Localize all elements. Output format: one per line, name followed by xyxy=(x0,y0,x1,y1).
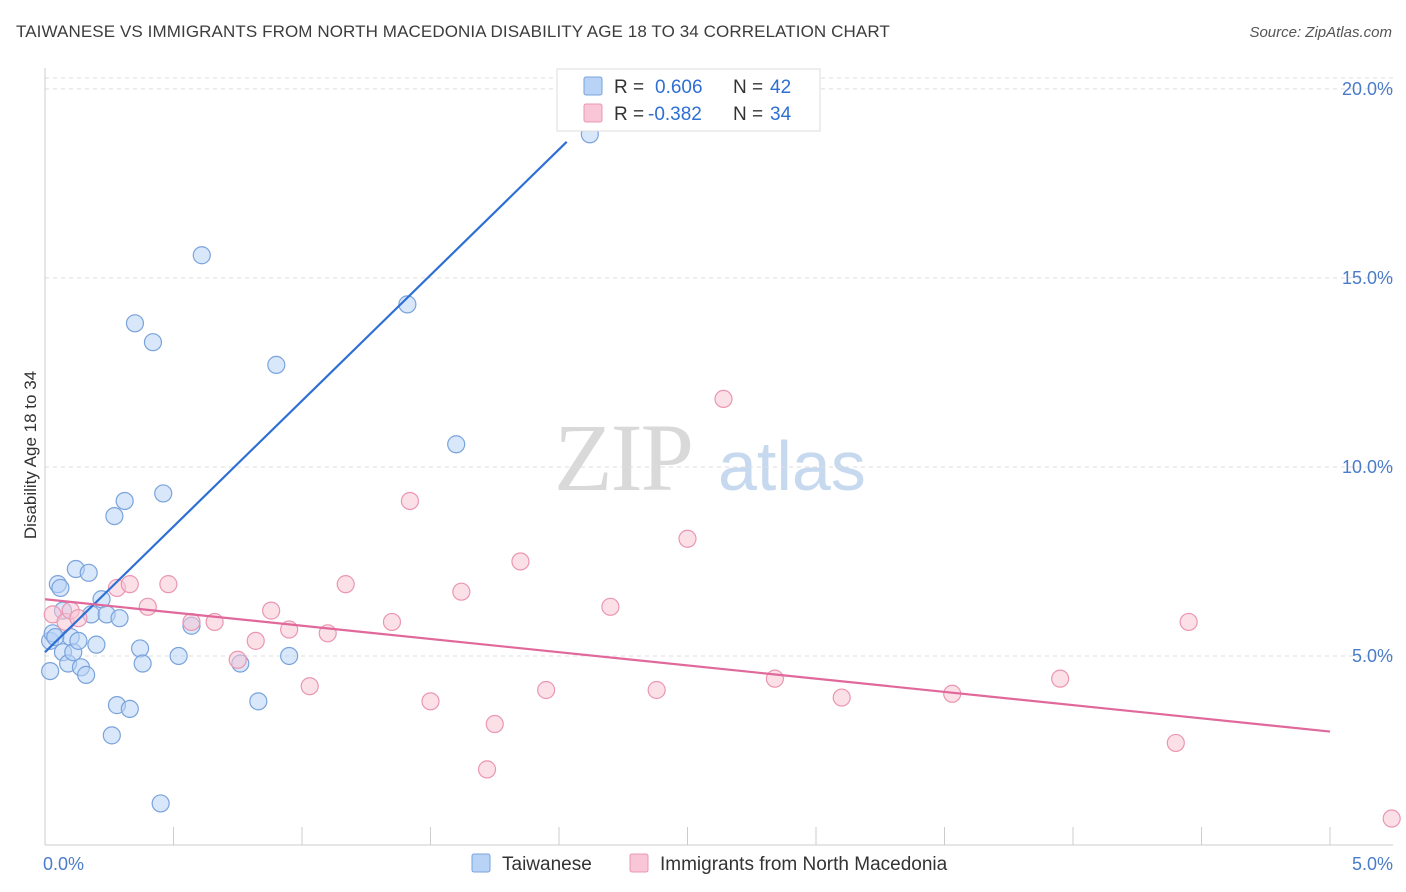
north-macedonia-point xyxy=(678,529,697,548)
north-macedonia-point xyxy=(601,597,620,616)
stats-n-value-blue: 42 xyxy=(770,77,791,98)
series-legend: Taiwanese Immigrants from North Macedoni… xyxy=(471,853,948,875)
axes: 5.0% 10.0% 15.0% 20.0% 0.0% 5.0% xyxy=(43,68,1393,874)
legend-swatch-north-macedonia xyxy=(629,853,649,873)
stats-legend-box: R = 0.606 N = 42 R = -0.382 N = 34 xyxy=(556,68,821,132)
taiwanese-point xyxy=(46,627,65,647)
stats-r-label-pink: R = xyxy=(614,104,644,125)
taiwanese-point xyxy=(280,646,299,666)
north-macedonia-point xyxy=(1166,733,1185,753)
north-macedonia-trend-line xyxy=(44,598,1331,733)
taiwanese-point xyxy=(169,646,188,666)
stats-blue-swatch xyxy=(583,76,603,96)
north-macedonia-point xyxy=(832,688,851,707)
taiwanese-point xyxy=(143,333,163,352)
x-tick-label-start: 0.0% xyxy=(43,854,84,874)
north-macedonia-point xyxy=(159,575,178,594)
taiwanese-point xyxy=(41,661,60,681)
north-macedonia-points xyxy=(43,389,1401,828)
taiwanese-point xyxy=(398,295,417,314)
taiwanese-point xyxy=(125,314,145,333)
north-macedonia-point xyxy=(262,601,281,620)
y-tick-label: 20.0% xyxy=(1342,79,1393,99)
trend-lines xyxy=(44,141,1331,733)
taiwanese-point xyxy=(130,639,150,658)
north-macedonia-point xyxy=(228,650,247,669)
north-macedonia-point xyxy=(452,582,471,601)
taiwanese-point xyxy=(133,654,152,673)
north-macedonia-point xyxy=(647,680,666,700)
north-macedonia-point xyxy=(300,677,319,696)
watermark-zip: ZIP xyxy=(554,404,692,511)
north-macedonia-point xyxy=(511,552,530,571)
x-tick-label-end: 5.0% xyxy=(1352,854,1393,874)
north-macedonia-point xyxy=(714,389,733,409)
north-macedonia-point xyxy=(1382,809,1401,828)
watermark: ZIP atlas xyxy=(554,404,866,511)
y-tick-label: 10.0% xyxy=(1342,457,1393,477)
north-macedonia-point xyxy=(246,631,265,650)
y-tick-label: 5.0% xyxy=(1352,646,1393,666)
y-tick-label: 15.0% xyxy=(1342,268,1393,288)
taiwanese-point xyxy=(102,726,121,745)
taiwanese-point xyxy=(267,355,286,374)
stats-n-value-pink: 34 xyxy=(770,104,792,125)
legend-label-north-macedonia: Immigrants from North Macedonia xyxy=(660,854,948,875)
stats-n-label-pink: N = xyxy=(733,104,763,125)
north-macedonia-point xyxy=(421,692,440,711)
north-macedonia-point xyxy=(1179,612,1198,632)
chart-title: TAIWANESE VS IMMIGRANTS FROM NORTH MACED… xyxy=(16,22,890,41)
stats-n-label-blue: N = xyxy=(733,77,763,98)
taiwanese-point xyxy=(77,665,96,684)
north-macedonia-point xyxy=(138,597,157,616)
north-macedonia-point xyxy=(400,491,420,511)
taiwanese-point xyxy=(151,794,170,813)
taiwanese-point xyxy=(87,635,106,654)
taiwanese-point xyxy=(154,484,173,503)
y-axis-title: Disability Age 18 to 34 xyxy=(21,371,40,539)
north-macedonia-point xyxy=(537,680,556,700)
taiwanese-point xyxy=(79,563,98,582)
gridlines xyxy=(45,77,1393,657)
legend-label-taiwanese: Taiwanese xyxy=(502,854,592,875)
north-macedonia-point xyxy=(120,575,139,594)
stats-r-label-blue: R = xyxy=(614,77,644,98)
watermark-atlas: atlas xyxy=(718,427,866,505)
taiwanese-point xyxy=(69,631,88,650)
stats-pink-swatch xyxy=(583,103,603,123)
north-macedonia-point xyxy=(477,760,497,779)
north-macedonia-point xyxy=(1051,669,1070,688)
taiwanese-point xyxy=(115,491,134,511)
taiwanese-point xyxy=(105,506,124,526)
north-macedonia-point xyxy=(485,714,504,734)
taiwanese-point xyxy=(110,609,129,628)
stats-r-value-blue: 0.606 xyxy=(655,77,703,98)
taiwanese-points xyxy=(41,125,599,813)
chart-source: Source: ZipAtlas.com xyxy=(1249,24,1392,41)
north-macedonia-point xyxy=(382,612,402,632)
north-macedonia-point xyxy=(336,575,355,594)
taiwanese-point xyxy=(51,578,70,598)
stats-r-value-pink: -0.382 xyxy=(648,104,702,125)
legend-swatch-taiwanese xyxy=(471,853,491,873)
taiwanese-point xyxy=(249,692,268,711)
taiwanese-trend-line xyxy=(44,141,568,653)
taiwanese-point xyxy=(447,435,466,454)
taiwanese-point xyxy=(120,699,139,719)
taiwanese-point xyxy=(192,246,211,265)
